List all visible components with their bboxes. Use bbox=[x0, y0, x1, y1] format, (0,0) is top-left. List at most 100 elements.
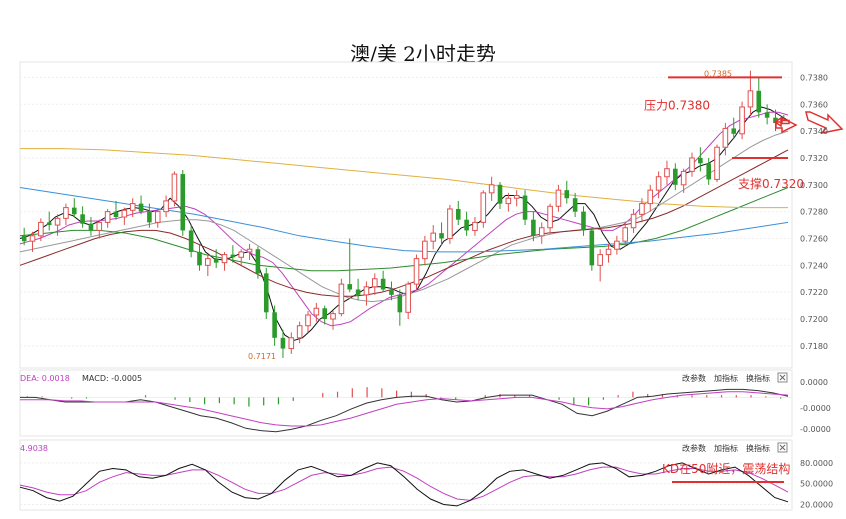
macd-switch-indicator-button[interactable]: 换指标 bbox=[746, 373, 770, 383]
candle-body bbox=[538, 227, 545, 237]
candle bbox=[80, 206, 85, 228]
candle bbox=[205, 254, 211, 277]
price-ytick-label: 0.7360 bbox=[800, 100, 828, 109]
candle bbox=[698, 147, 703, 172]
candle bbox=[605, 243, 612, 263]
candle-body bbox=[21, 235, 27, 242]
candle bbox=[263, 268, 269, 320]
candle bbox=[422, 235, 428, 266]
candle-body bbox=[380, 278, 386, 290]
candle-body bbox=[38, 221, 44, 237]
candle-body bbox=[246, 248, 253, 253]
candle-body bbox=[572, 198, 578, 212]
candle bbox=[255, 246, 261, 279]
price-ytick-label: 0.7380 bbox=[800, 73, 828, 82]
candle bbox=[330, 310, 336, 330]
candle bbox=[439, 222, 444, 246]
candle-body bbox=[121, 209, 128, 218]
candle-body bbox=[255, 249, 261, 274]
kd-d-line bbox=[19, 466, 789, 501]
candle bbox=[572, 192, 578, 218]
candle-body bbox=[355, 289, 361, 295]
candle-body bbox=[154, 211, 161, 223]
candle-body bbox=[464, 219, 469, 231]
candle-body bbox=[272, 312, 277, 338]
candle-body bbox=[113, 211, 119, 218]
candle-body bbox=[430, 232, 437, 242]
candle-body bbox=[397, 294, 403, 313]
candle-body bbox=[664, 168, 670, 178]
candle bbox=[288, 332, 295, 354]
candle-body bbox=[54, 217, 61, 226]
candle-body bbox=[405, 283, 411, 313]
candle-body bbox=[147, 211, 152, 223]
macd-dea-line bbox=[20, 391, 789, 427]
candle-body bbox=[555, 189, 562, 207]
candle bbox=[389, 281, 394, 301]
candle-body bbox=[138, 203, 144, 212]
price-ytick-label: 0.7260 bbox=[800, 234, 828, 243]
candle-body bbox=[756, 90, 762, 113]
candle bbox=[756, 77, 762, 118]
candle bbox=[272, 305, 277, 346]
candle bbox=[188, 225, 194, 258]
candle-body bbox=[522, 195, 528, 220]
candle bbox=[497, 182, 503, 209]
kd-value-label: 4.9038 bbox=[20, 444, 48, 453]
candle bbox=[96, 219, 103, 239]
candle-body bbox=[197, 251, 202, 266]
candle-body bbox=[547, 205, 553, 229]
ma20-line bbox=[19, 130, 789, 303]
candle bbox=[29, 231, 36, 252]
candle-body bbox=[313, 307, 320, 316]
candle bbox=[322, 305, 327, 325]
candle bbox=[129, 198, 136, 218]
candle-body bbox=[597, 254, 603, 266]
candle-body bbox=[480, 192, 487, 223]
candle-body bbox=[773, 117, 778, 124]
price-ytick-label: 0.7320 bbox=[800, 154, 828, 163]
kd-close-icon[interactable] bbox=[777, 442, 788, 453]
candle bbox=[680, 168, 687, 193]
candle-body bbox=[129, 203, 136, 211]
kd-change-params-button[interactable]: 改参数 bbox=[682, 443, 706, 453]
candle-body bbox=[71, 207, 77, 215]
candle-body bbox=[747, 90, 754, 108]
candle-body bbox=[80, 214, 85, 224]
candle bbox=[764, 104, 770, 125]
candle-body bbox=[221, 254, 228, 264]
candle bbox=[739, 101, 745, 140]
candle bbox=[505, 192, 512, 212]
candle bbox=[731, 117, 737, 140]
candle-body bbox=[63, 207, 69, 219]
macd-ytick-label: -0.0000 bbox=[800, 425, 831, 434]
kd-switch-indicator-button[interactable]: 换指标 bbox=[746, 443, 770, 453]
candle-body bbox=[689, 157, 695, 172]
candle-body bbox=[630, 213, 637, 229]
candle-body bbox=[439, 233, 444, 239]
candle-body bbox=[29, 235, 36, 242]
candle-body bbox=[722, 127, 729, 148]
candle-body bbox=[505, 197, 512, 205]
candle bbox=[647, 184, 654, 212]
candle-body bbox=[330, 313, 336, 320]
kd-add-indicator-button[interactable]: 加指标 bbox=[714, 443, 738, 453]
candle bbox=[455, 200, 461, 226]
low-price-label: 0.7171 bbox=[248, 352, 276, 361]
candle-body bbox=[647, 189, 654, 205]
macd-change-params-button[interactable]: 改参数 bbox=[682, 373, 706, 383]
macd-add-indicator-button[interactable]: 加指标 bbox=[714, 373, 738, 383]
candle bbox=[589, 227, 595, 271]
candle bbox=[464, 211, 469, 236]
candle bbox=[531, 211, 536, 242]
candle bbox=[480, 190, 487, 228]
macd-ytick-label: 0.0000 bbox=[800, 378, 828, 387]
macd-close-icon[interactable] bbox=[777, 372, 788, 383]
candle-body bbox=[564, 190, 570, 199]
kd-k-line bbox=[19, 462, 789, 507]
candle bbox=[213, 249, 219, 269]
candle bbox=[46, 211, 52, 231]
candle-body bbox=[230, 254, 236, 258]
macd-ytick-label: -0.0000 bbox=[800, 404, 831, 413]
price-ytick-label: 0.7240 bbox=[800, 261, 828, 270]
